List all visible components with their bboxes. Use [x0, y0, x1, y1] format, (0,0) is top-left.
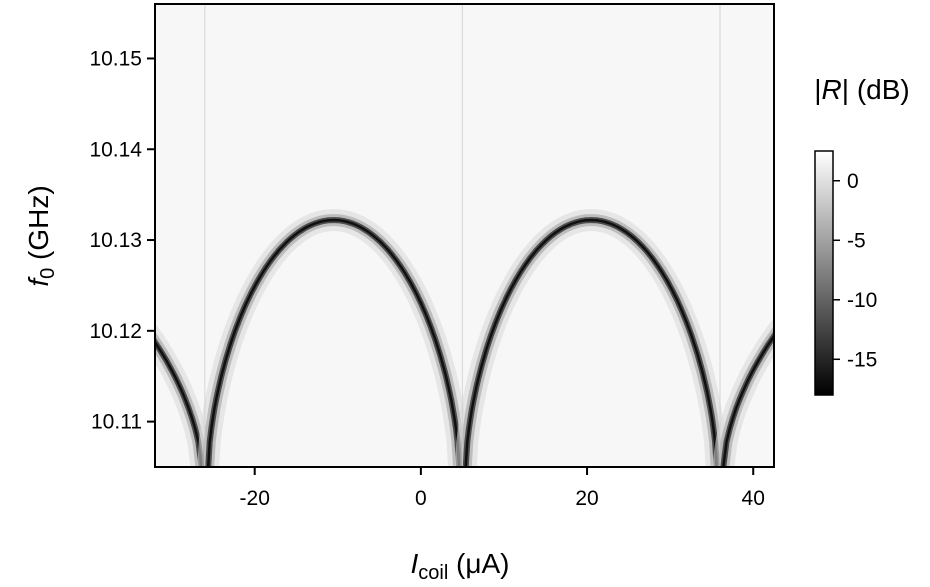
x-axis-title: Icoil (μA): [410, 548, 509, 584]
x-tick-label: -20: [240, 487, 270, 510]
colorbar: |R| (dB) 0 -5 -10 -15: [814, 74, 910, 396]
colorbar-gradient: [814, 150, 834, 396]
plot-area: [154, 3, 775, 468]
x-tick-label: 0: [415, 487, 427, 510]
y-tick-label: 10.15: [89, 47, 142, 70]
x-axis-title-unit: (μA): [448, 548, 509, 579]
colorbar-tick-label: -15: [847, 348, 877, 371]
y-axis: 10.11 10.12 10.13 10.14 10.15: [89, 47, 155, 434]
y-tick-label: 10.11: [91, 411, 142, 434]
x-axis: -20 0 20 40: [240, 467, 765, 510]
colorbar-title-var: R: [822, 74, 842, 105]
y-axis-title-unit: (GHz): [23, 185, 54, 267]
x-axis-title-sub: coil: [418, 562, 448, 584]
resonance-line: [206, 218, 461, 467]
y-tick-label: 10.12: [89, 320, 142, 343]
resonance-line: [464, 218, 718, 467]
colorbar-tick-label: -5: [847, 229, 866, 252]
x-axis-title-main: I: [410, 548, 418, 579]
y-axis-title-sub: 0: [37, 268, 59, 279]
resonance-arch: [197, 209, 471, 467]
resonance-arch: [454, 209, 728, 467]
y-tick-label: 10.14: [89, 138, 142, 161]
colorbar-title-pre: |: [814, 74, 821, 105]
colorbar-tick-label: 0: [847, 170, 859, 193]
colorbar-tick-label: -10: [847, 289, 877, 312]
x-tick-label: 40: [742, 487, 765, 510]
colorbar-title-post: | (dB): [842, 74, 910, 105]
y-axis-title-main: f: [23, 276, 54, 287]
plot-frame: [154, 3, 775, 468]
y-axis-title: f0 (GHz): [23, 185, 59, 286]
heatmap: [155, 4, 774, 467]
y-tick-label: 10.13: [89, 229, 142, 252]
x-tick-label: 20: [575, 487, 598, 510]
colorbar-ticks: 0 -5 -10 -15: [833, 170, 877, 371]
colorbar-title: |R| (dB): [814, 74, 909, 105]
plot-background: [155, 4, 774, 467]
